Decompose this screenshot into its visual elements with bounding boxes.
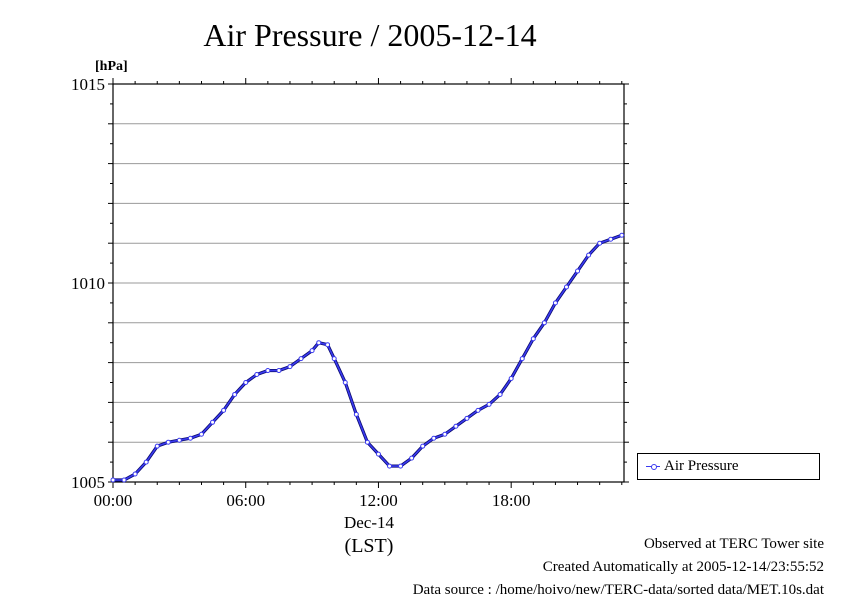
- data-point: [497, 391, 503, 397]
- footer-data-source: Data source : /home/hoivo/new/TERC-data/…: [412, 582, 824, 598]
- data-point: [110, 477, 116, 483]
- data-point: [475, 407, 481, 413]
- data-point: [508, 376, 514, 382]
- data-point: [420, 443, 426, 449]
- series-layer: [110, 232, 625, 483]
- data-point: [464, 415, 470, 421]
- data-point: [486, 401, 492, 407]
- legend: Air Pressure: [637, 453, 820, 480]
- x-axis-date-label: Dec-14: [344, 513, 395, 532]
- footer-observed-at: Observed at TERC Tower site: [643, 536, 824, 552]
- data-point: [519, 356, 525, 362]
- y-axis-unit-label: [hPa]: [95, 59, 128, 74]
- chart-title: Air Pressure / 2005-12-14: [203, 17, 536, 53]
- data-point: [608, 236, 614, 242]
- data-point: [541, 320, 547, 326]
- data-point: [309, 348, 315, 354]
- x-tick-label: 06:00: [226, 491, 265, 510]
- legend-label: Air Pressure: [664, 458, 739, 474]
- data-point: [331, 356, 337, 362]
- x-tick-label: 00:00: [94, 491, 133, 510]
- data-point: [276, 368, 282, 374]
- footer-created-at: Created Automatically at 2005-12-14/23:5…: [542, 559, 824, 575]
- data-point: [563, 284, 569, 290]
- data-point: [530, 336, 536, 342]
- data-point: [121, 477, 127, 483]
- y-tick-label: 1005: [71, 473, 105, 492]
- data-point: [364, 439, 370, 445]
- data-point: [575, 268, 581, 274]
- y-tick-label: 1010: [71, 274, 105, 293]
- data-point: [254, 372, 260, 378]
- x-tick-label: 12:00: [359, 491, 398, 510]
- x-tick-label: 18:00: [492, 491, 531, 510]
- x-axis: 00:00 06:00 12:00 18:00: [94, 78, 623, 510]
- data-point: [342, 380, 348, 385]
- data-point: [221, 407, 227, 413]
- data-point: [143, 459, 149, 465]
- data-point: [375, 451, 381, 457]
- data-point: [165, 439, 171, 445]
- legend-swatch-icon: [646, 464, 660, 470]
- data-point: [409, 455, 415, 461]
- y-tick-label: 1015: [71, 75, 105, 94]
- data-point: [442, 431, 448, 437]
- data-point: [232, 391, 238, 397]
- data-point: [453, 423, 459, 429]
- gridlines: [113, 123, 624, 443]
- data-point: [243, 380, 249, 385]
- data-point: [586, 252, 592, 258]
- data-point: [187, 435, 193, 441]
- data-point: [132, 471, 138, 477]
- data-point: [619, 232, 625, 238]
- data-point: [154, 443, 160, 449]
- data-point: [398, 463, 404, 469]
- data-point: [316, 340, 322, 346]
- data-point: [210, 419, 216, 425]
- data-point: [552, 300, 558, 306]
- data-point: [176, 437, 182, 443]
- data-point: [353, 411, 359, 417]
- data-point: [597, 240, 603, 246]
- data-point: [387, 463, 393, 469]
- x-axis-label: (LST): [345, 535, 394, 557]
- y-axis: 1005 1010 1015: [71, 75, 629, 492]
- data-point: [431, 435, 437, 441]
- data-point: [198, 431, 204, 437]
- data-point: [287, 364, 293, 370]
- data-point: [265, 368, 271, 374]
- data-point: [325, 342, 331, 348]
- data-point: [298, 356, 304, 362]
